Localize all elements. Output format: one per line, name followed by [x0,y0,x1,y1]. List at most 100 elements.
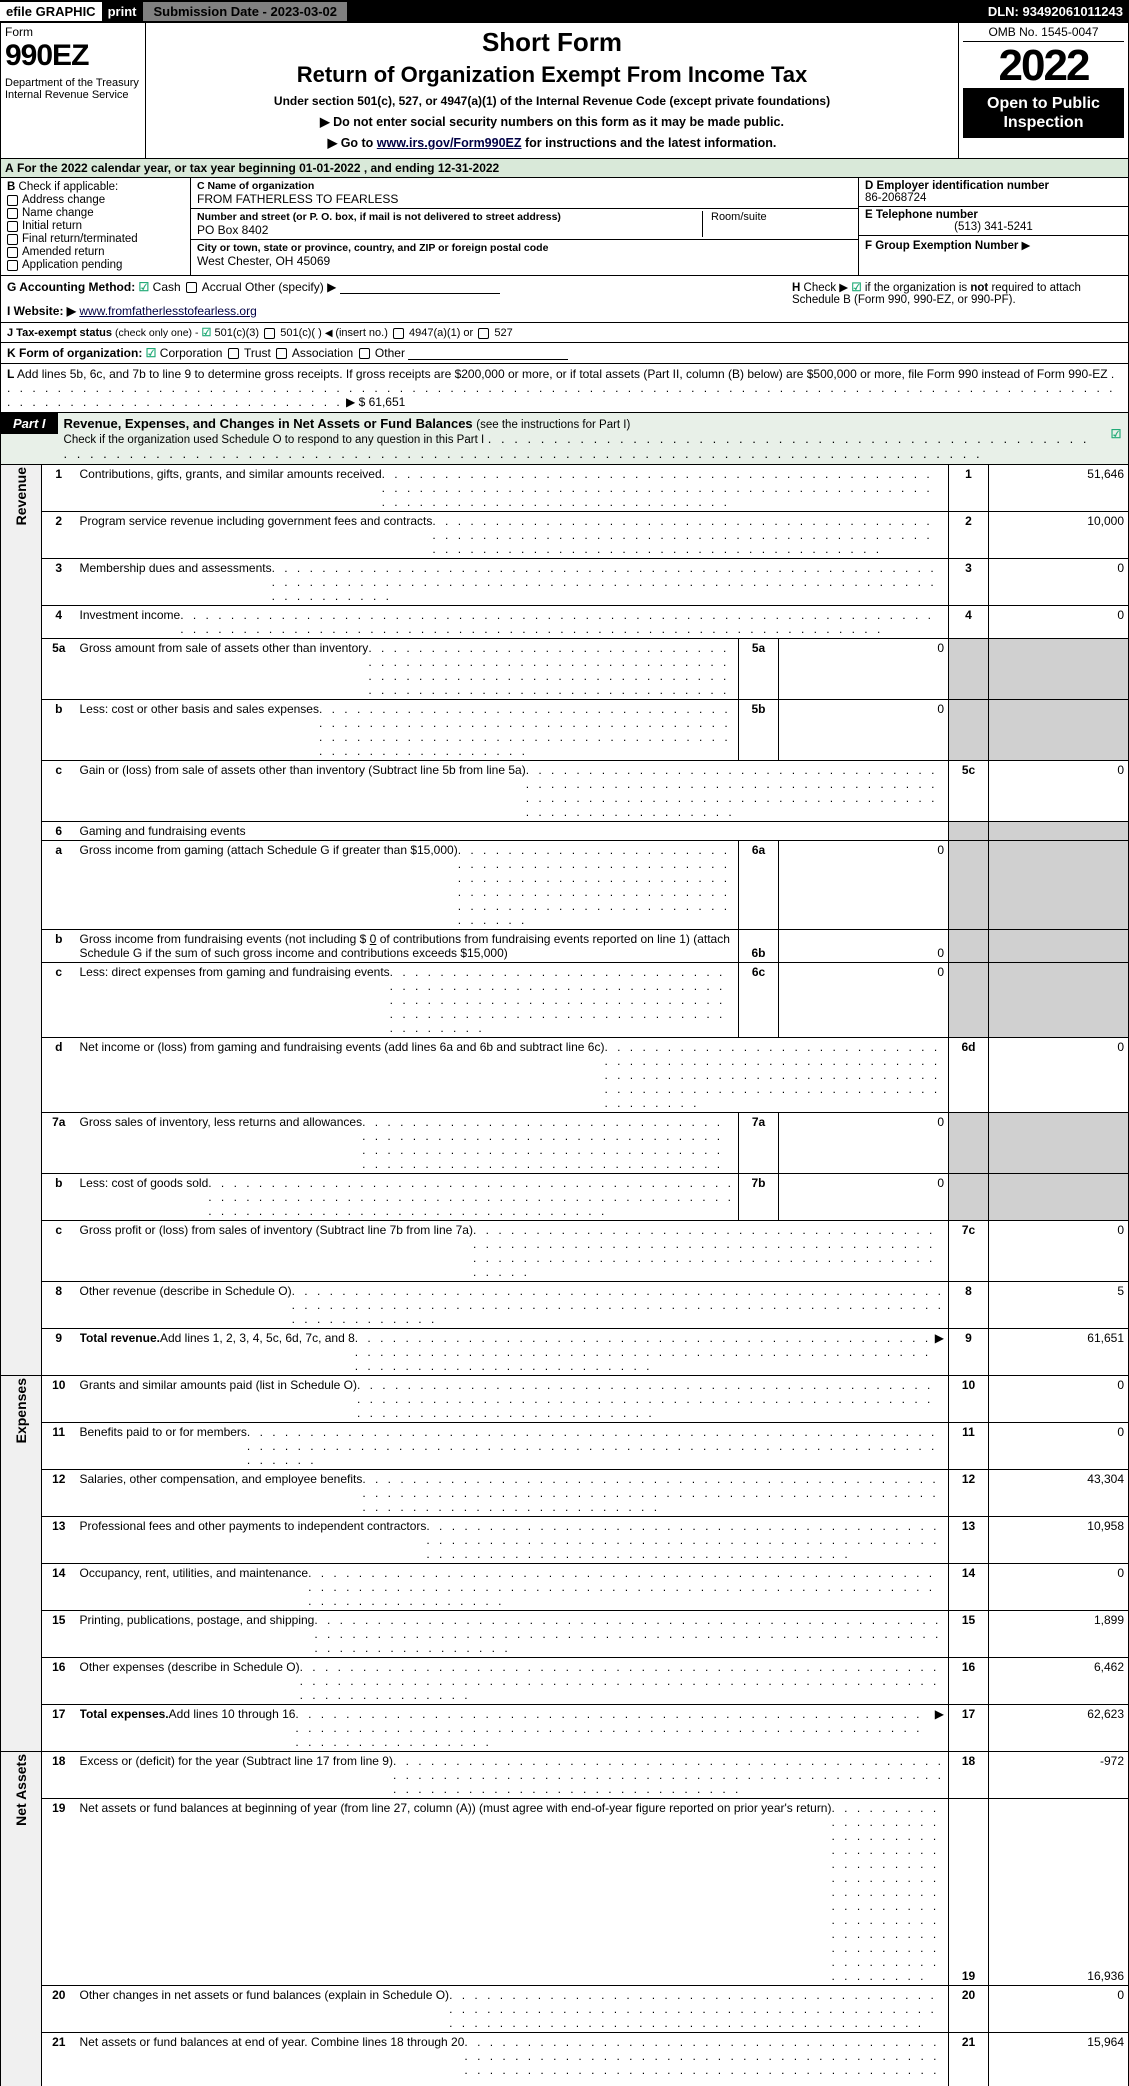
checkbox-527[interactable] [478,328,489,339]
check-if-label: Check if applicable: [19,181,119,193]
efile-label: efile GRAPHIC [0,2,102,21]
no-ssn-note: Do not enter social security numbers on … [150,114,954,129]
line-3-num: 3 [42,559,76,606]
side-expenses-label: Expenses [13,1378,29,1443]
line-7a-sv: 0 [779,1113,949,1174]
side-netassets: Net Assets [1,1752,42,2086]
ein-label: D Employer identification number [865,180,1049,192]
line-13-desc: Professional fees and other payments to … [80,1519,427,1561]
part1-checkbox[interactable]: ☑ [1104,413,1128,441]
checkbox-initial-return[interactable] [7,221,18,232]
l-amount: $ 61,651 [359,395,406,409]
tel-label: E Telephone number [865,209,978,221]
section-a: A For the 2022 calendar year, or tax yea… [0,159,1129,178]
omb-cell: OMB No. 1545-0047 2022 Open to Public In… [959,23,1129,159]
other-org-input[interactable] [408,348,568,360]
dept-label: Department of the Treasury Internal Reve… [5,77,141,101]
checkbox-amended-return[interactable] [7,247,18,258]
checkbox-trust[interactable] [228,348,239,359]
line-1-val: 51,646 [989,465,1129,512]
opt-accrual: Accrual [202,280,242,294]
irs-link[interactable]: www.irs.gov/Form990EZ [377,136,522,150]
checkbox-final-return[interactable] [7,234,18,245]
h-text2: if the organization is [865,282,970,294]
label-l: L [7,367,14,381]
website-link[interactable]: www.fromfatherlesstofearless.org [79,304,256,318]
dln-label: DLN: 93492061011243 [982,2,1129,21]
k-other: Other [375,346,405,360]
checkbox-other-org[interactable] [359,348,370,359]
line-6c-sid: 6c [739,963,779,1038]
line-5b-sv: 0 [779,700,949,761]
k-corp: Corporation [160,346,223,360]
line-15-id: 15 [949,1611,989,1658]
line-6d-val: 0 [989,1038,1129,1113]
section-l: L Add lines 5b, 6c, and 7b to line 9 to … [0,364,1129,413]
label-i: I Website: ▶ [7,304,76,318]
form-id-cell: Form 990EZ Department of the Treasury In… [1,23,146,159]
line-16-desc: Other expenses (describe in Schedule O) [80,1660,300,1702]
part1-title: Revenue, Expenses, and Changes in Net As… [58,413,1104,464]
grey-5b [949,700,989,761]
line-7c-num: c [42,1221,76,1282]
line-1-num: 1 [42,465,76,512]
checkbox-assoc[interactable] [276,348,287,359]
title-cell: Short Form Return of Organization Exempt… [146,23,959,159]
grey-5a-v [989,639,1129,700]
grey-5b-v [989,700,1129,761]
checkbox-4947[interactable] [393,328,404,339]
checkbox-address-change[interactable] [7,195,18,206]
line-5b-num: b [42,700,76,761]
line-17-desc: Total expenses. [80,1707,169,1749]
j-check-icon: ☑ [202,327,212,339]
line-18-desc: Excess or (deficit) for the year (Subtra… [80,1754,393,1796]
j-501c: 501(c)( ) [280,327,322,339]
line-2-val: 10,000 [989,512,1129,559]
line-14-desc: Occupancy, rent, utilities, and maintena… [80,1566,309,1608]
grey-6c [949,963,989,1038]
checkbox-501c[interactable] [264,328,275,339]
line-5c-desc: Gain or (loss) from sale of assets other… [80,763,526,819]
room-suite-label: Room/suite [702,211,852,237]
line-6a-sv: 0 [779,841,949,930]
h-check-icon: ☑ [851,282,861,294]
line-18-id: 18 [949,1752,989,1799]
street-value: PO Box 8402 [197,223,702,237]
line-4-id: 4 [949,606,989,639]
line-6c-desc: Less: direct expenses from gaming and fu… [80,965,390,1035]
line-5a-desc: Gross amount from sale of assets other t… [80,641,369,697]
label-h: H [792,282,800,294]
other-specify-input[interactable] [340,282,500,294]
checkbox-accrual[interactable] [186,282,197,293]
line-15-val: 1,899 [989,1611,1129,1658]
line-3-id: 3 [949,559,989,606]
line-19-id: 19 [949,1799,989,1986]
line-5a-num: 5a [42,639,76,700]
line-21-id: 21 [949,2033,989,2086]
grey-7b [949,1174,989,1221]
checkbox-name-change[interactable] [7,208,18,219]
line-9-id: 9 [949,1329,989,1376]
line-2-desc: Program service revenue including govern… [80,514,433,556]
line-12-val: 43,304 [989,1470,1129,1517]
line-6b-num: b [42,930,76,963]
group-arrow-icon: ▶ [1022,240,1031,252]
checkbox-application-pending[interactable] [7,260,18,271]
line-18-num: 18 [42,1752,76,1799]
opt-name-change: Name change [22,207,94,219]
line-5a-sid: 5a [739,639,779,700]
line-7a-sid: 7a [739,1113,779,1174]
line-12-num: 12 [42,1470,76,1517]
print-button[interactable]: print [102,2,143,21]
grey-7a [949,1113,989,1174]
org-name-label: C Name of organization [197,180,398,192]
line-7c-id: 7c [949,1221,989,1282]
return-title: Return of Organization Exempt From Incom… [150,62,954,88]
ein-value: 86-2068724 [865,192,926,204]
line-7b-num: b [42,1174,76,1221]
city-label: City or town, state or province, country… [197,242,548,254]
side-expenses: Expenses [1,1376,42,1752]
k-trust: Trust [244,346,271,360]
line-7b-sid: 7b [739,1174,779,1221]
line-13-val: 10,958 [989,1517,1129,1564]
